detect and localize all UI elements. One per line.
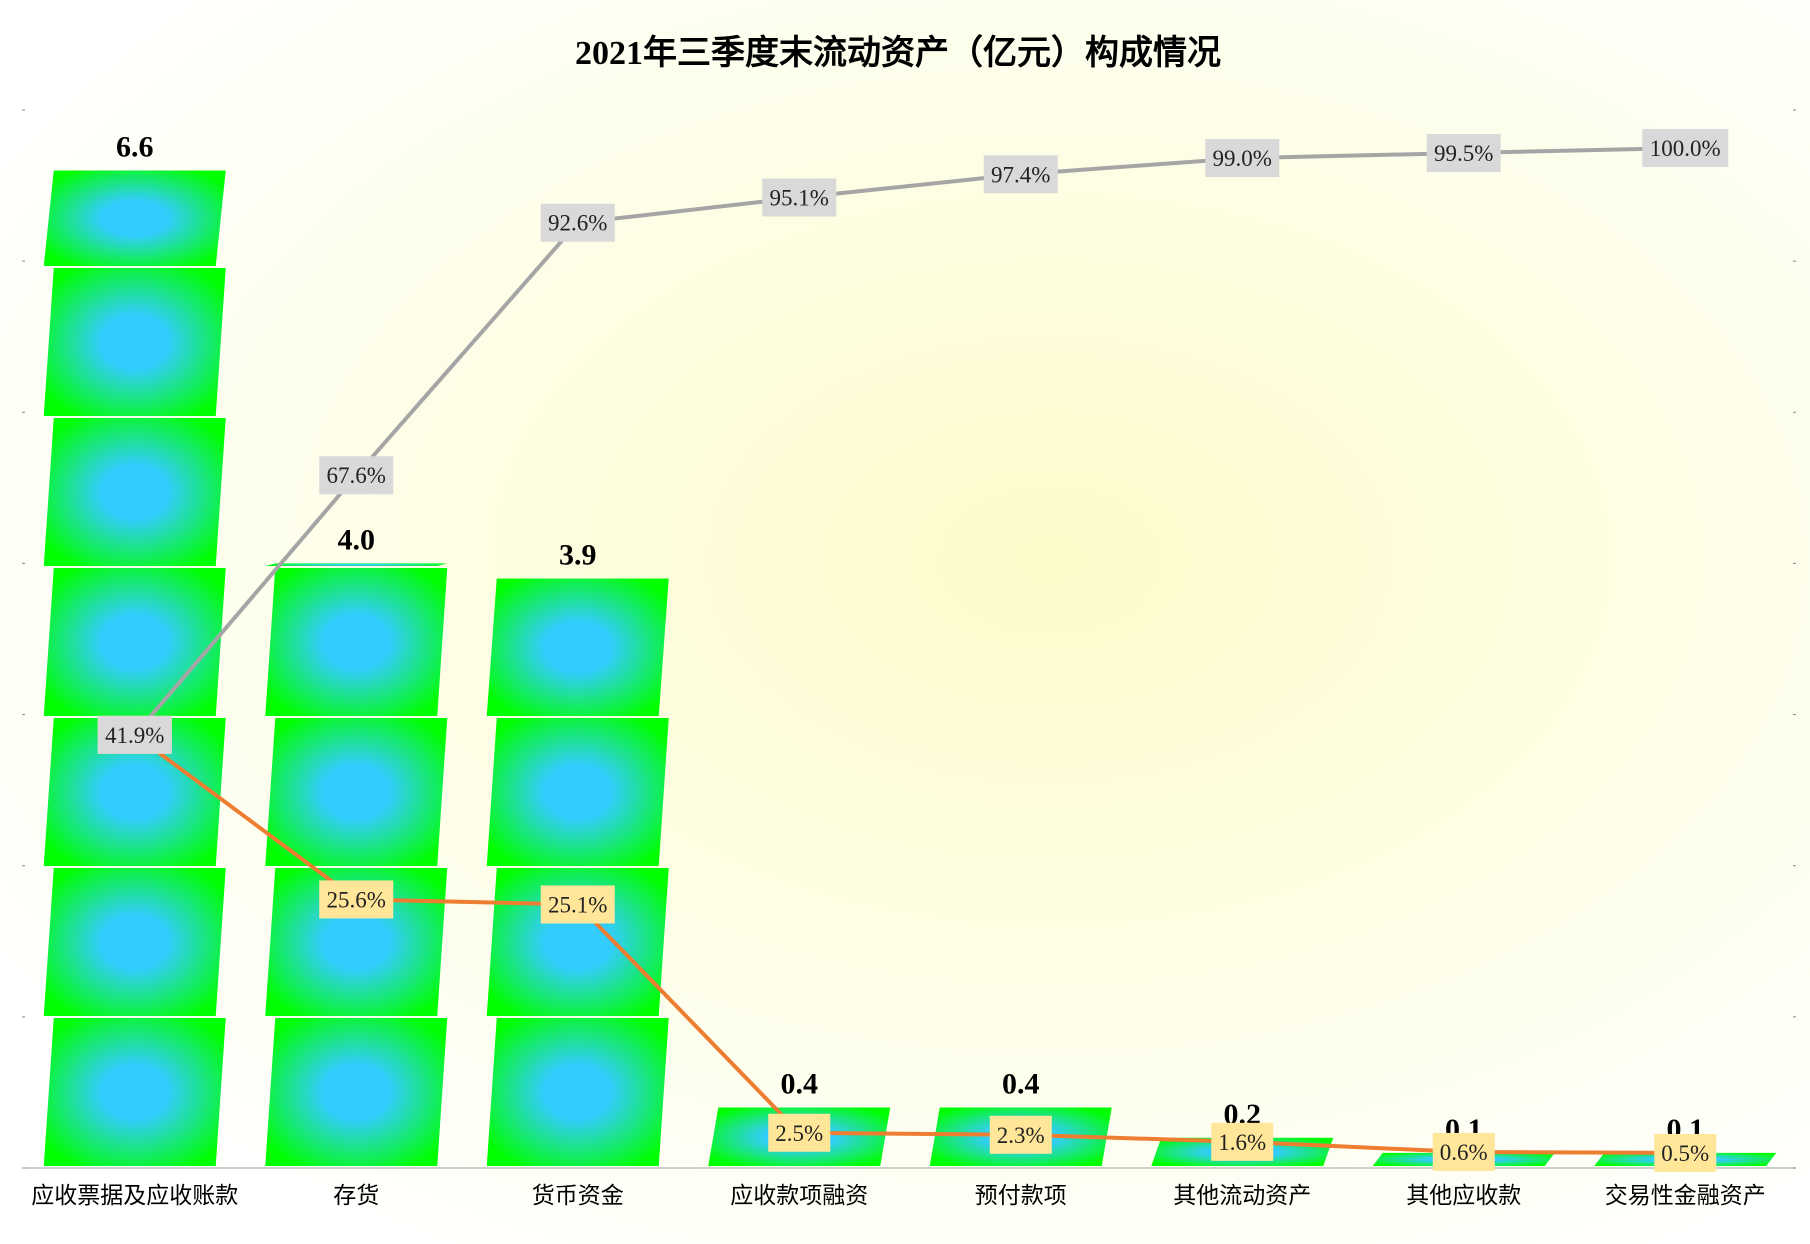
point-label: 100.0% bbox=[1650, 136, 1721, 161]
point-label-bg bbox=[1205, 139, 1280, 178]
bar-segment bbox=[43, 868, 226, 1016]
point-label: 25.1% bbox=[548, 892, 607, 917]
bar-segment bbox=[486, 718, 669, 866]
x-tick-label: 交易性金融资产 bbox=[1605, 1183, 1766, 1208]
bar-segment bbox=[43, 418, 226, 566]
x-tick-label: 存货 bbox=[333, 1183, 379, 1208]
point-label: 0.5% bbox=[1661, 1141, 1709, 1166]
bar-value-label: 3.9 bbox=[559, 539, 597, 572]
bar-segment bbox=[43, 268, 226, 416]
bars bbox=[43, 170, 1777, 1166]
point-label-bg bbox=[989, 1115, 1052, 1154]
bar-value-label: 0.4 bbox=[1002, 1068, 1040, 1101]
point-label: 97.4% bbox=[991, 162, 1050, 187]
point-label-bg bbox=[319, 456, 394, 495]
point-label-bg bbox=[1654, 1133, 1717, 1172]
bar-value-label: 6.6 bbox=[116, 130, 154, 163]
axes bbox=[22, 109, 1796, 1169]
bar-segment bbox=[43, 1018, 226, 1166]
point-label-bg bbox=[1642, 129, 1729, 167]
point-label: 99.5% bbox=[1434, 141, 1493, 166]
bar-segment bbox=[43, 568, 226, 716]
bar-segment bbox=[265, 568, 448, 716]
labels: 6.6 应收票据及应收账款 4.0 存货 3.9 货币资金 0.4 应收款项融资 0.4 预付款项… bbox=[31, 129, 1766, 1208]
point-label-bg bbox=[762, 178, 837, 217]
point-label: 99.0% bbox=[1213, 146, 1272, 171]
point-label-bg bbox=[768, 1113, 831, 1152]
point-label: 2.3% bbox=[997, 1123, 1045, 1148]
point-label-bg bbox=[319, 880, 394, 919]
point-label: 67.6% bbox=[327, 463, 386, 488]
bar-segment bbox=[486, 1018, 669, 1166]
bar bbox=[486, 578, 669, 1166]
point-label-bg bbox=[97, 715, 172, 754]
point-label: 2.5% bbox=[775, 1121, 823, 1146]
point-label: 41.9% bbox=[105, 723, 164, 748]
point-label-bg bbox=[1432, 1132, 1495, 1171]
x-tick-label: 预付款项 bbox=[975, 1183, 1067, 1208]
point-label-bg bbox=[983, 155, 1058, 194]
point-label: 0.6% bbox=[1440, 1140, 1488, 1165]
bar-segment bbox=[265, 1018, 448, 1166]
bar-value-label: 0.4 bbox=[781, 1068, 819, 1101]
point-label: 92.6% bbox=[548, 211, 607, 236]
point-label-bg bbox=[540, 885, 615, 924]
bar-segment bbox=[265, 563, 448, 566]
x-tick-label: 货币资金 bbox=[532, 1183, 624, 1208]
bar-value-label: 4.0 bbox=[338, 523, 376, 556]
chart-title: 2021年三季度末流动资产（亿元）构成情况 bbox=[575, 33, 1221, 72]
x-tick-label: 其他流动资产 bbox=[1173, 1183, 1311, 1208]
bar bbox=[43, 170, 226, 1166]
point-label-bg bbox=[540, 203, 615, 242]
bar-segment bbox=[486, 578, 669, 716]
x-tick-label: 其他应收款 bbox=[1406, 1183, 1521, 1208]
point-label-bg bbox=[1426, 134, 1501, 173]
x-tick-label: 应收票据及应收账款 bbox=[31, 1183, 238, 1208]
point-label: 95.1% bbox=[770, 185, 829, 210]
point-label-bg bbox=[1211, 1122, 1274, 1161]
bar-segment bbox=[265, 868, 448, 1016]
bar bbox=[265, 563, 448, 1166]
bar-segment bbox=[265, 718, 448, 866]
x-tick-label: 应收款项融资 bbox=[730, 1183, 868, 1208]
bar-segment bbox=[43, 170, 226, 266]
point-label: 1.6% bbox=[1218, 1130, 1266, 1155]
point-label: 25.6% bbox=[327, 887, 386, 912]
bar-segment bbox=[43, 718, 226, 866]
